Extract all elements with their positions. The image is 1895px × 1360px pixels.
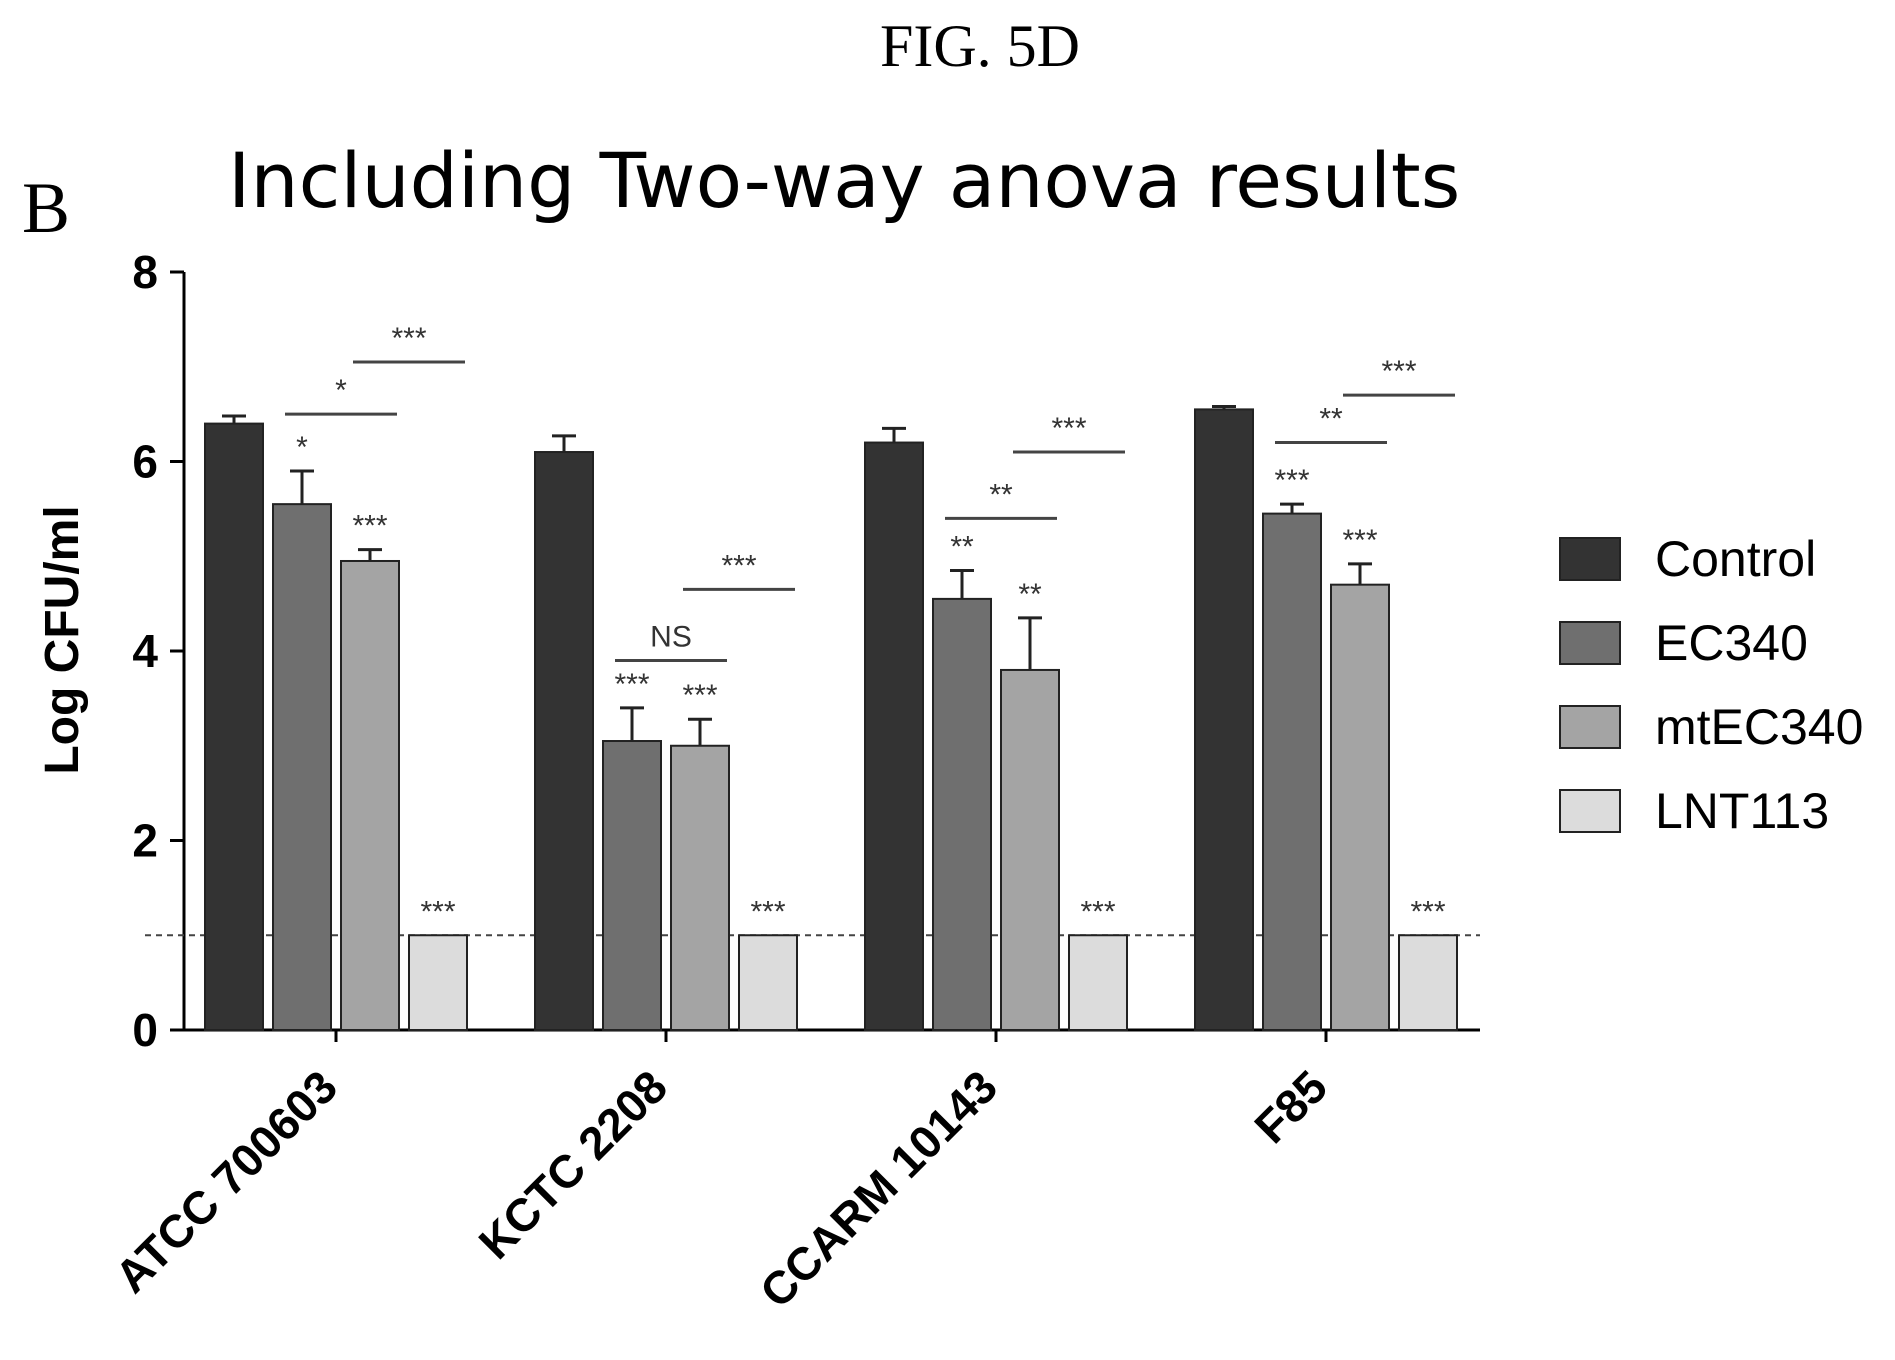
legend-label: LNT113 (1655, 783, 1829, 839)
significance-mark: *** (1410, 895, 1445, 928)
bar (1000, 668, 1060, 1031)
comparison-label: * (335, 374, 347, 407)
bar (738, 934, 798, 1031)
y-tick-label: 6 (132, 436, 158, 488)
bar (1262, 512, 1322, 1031)
y-tick-label: 4 (132, 625, 158, 677)
significance-mark: *** (1274, 464, 1309, 497)
y-axis-label: Log CFU/ml (36, 505, 89, 774)
bar (534, 451, 594, 1031)
bar (1068, 934, 1128, 1031)
category-label: ATCC 700603 (105, 1060, 347, 1302)
significance-mark: *** (1080, 895, 1115, 928)
comparison-label: NS (650, 620, 692, 653)
panel-letter: B (22, 168, 70, 248)
category-label: F85 (1244, 1060, 1337, 1153)
legend-swatch (1559, 621, 1621, 665)
bar (670, 744, 730, 1031)
comparison-label: *** (721, 549, 756, 582)
bar (340, 559, 400, 1031)
significance-mark: *** (614, 668, 649, 701)
significance-mark: *** (420, 895, 455, 928)
bar (1398, 934, 1458, 1031)
significance-mark: *** (1342, 524, 1377, 557)
legend-label: Control (1655, 531, 1816, 587)
significance-mark: ** (1018, 578, 1042, 611)
comparison-label: ** (1319, 403, 1343, 436)
legend-swatch (1559, 537, 1621, 581)
chart-title: Including Two-way anova results (228, 136, 1460, 225)
significance-mark: *** (682, 679, 717, 712)
legend-label: mtEC340 (1655, 699, 1863, 755)
bar (602, 740, 662, 1031)
legend: Control EC340 mtEC340 LNT113 (1559, 531, 1863, 839)
comparison-label: *** (1381, 355, 1416, 388)
bar (932, 597, 992, 1031)
figure-label: FIG. 5D (879, 13, 1080, 79)
bar (408, 934, 468, 1031)
y-tick-label: 8 (132, 246, 158, 298)
legend-label: EC340 (1655, 615, 1808, 671)
comparison-label: *** (1051, 412, 1086, 445)
y-tick-label: 2 (132, 815, 158, 867)
bar (1194, 408, 1254, 1031)
comparison-label: ** (989, 478, 1013, 511)
bar (864, 441, 924, 1031)
significance-mark: *** (352, 510, 387, 543)
comparison-label: *** (391, 322, 426, 355)
bar (204, 422, 264, 1032)
bar (1330, 583, 1390, 1031)
significance-mark: ** (950, 530, 974, 563)
category-label: CCARM 10143 (750, 1060, 1007, 1317)
significance-mark: * (296, 431, 308, 464)
category-label: KCTC 2208 (469, 1060, 678, 1269)
legend-swatch (1559, 705, 1621, 749)
significance-mark: *** (750, 895, 785, 928)
bar (272, 503, 332, 1031)
legend-swatch (1559, 789, 1621, 833)
y-tick-label: 0 (132, 1004, 158, 1056)
